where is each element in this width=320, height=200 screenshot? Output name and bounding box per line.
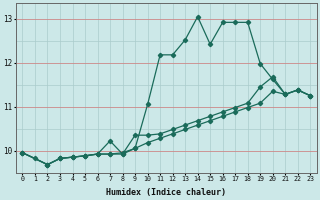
X-axis label: Humidex (Indice chaleur): Humidex (Indice chaleur) (106, 188, 226, 197)
